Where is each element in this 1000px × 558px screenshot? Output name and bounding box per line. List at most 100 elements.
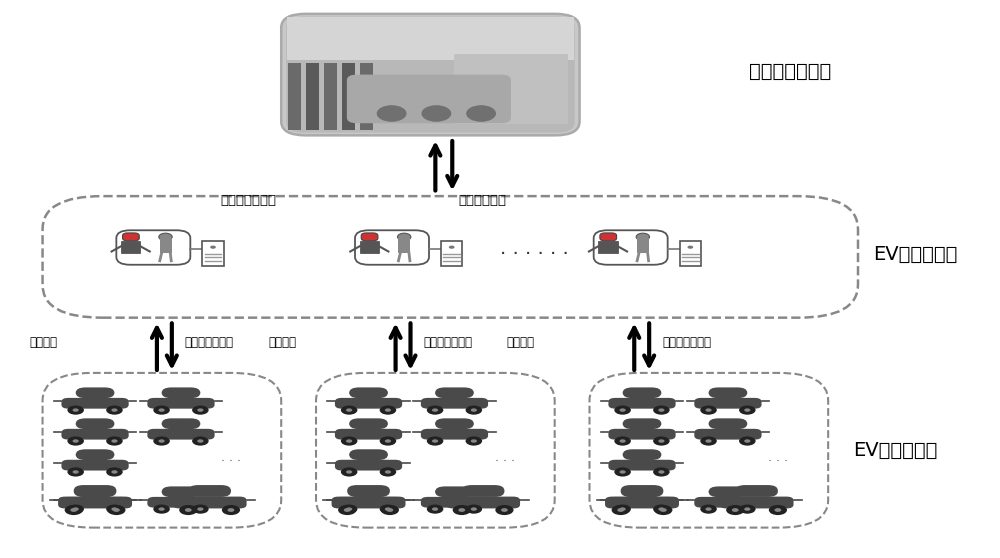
Circle shape: [70, 508, 77, 512]
Circle shape: [67, 468, 84, 477]
Circle shape: [346, 439, 352, 442]
Circle shape: [158, 439, 165, 442]
FancyBboxPatch shape: [600, 233, 617, 241]
Circle shape: [158, 408, 165, 412]
FancyBboxPatch shape: [162, 487, 200, 497]
Text: 队列充放电计划: 队列充放电计划: [423, 336, 472, 349]
Circle shape: [210, 246, 216, 249]
Text: · · ·: · · ·: [768, 455, 788, 468]
Circle shape: [700, 436, 717, 446]
Bar: [637, 238, 649, 253]
Circle shape: [614, 468, 631, 477]
Circle shape: [106, 436, 123, 446]
FancyBboxPatch shape: [281, 14, 580, 136]
Text: 充电需求: 充电需求: [507, 336, 535, 349]
Circle shape: [453, 505, 471, 515]
Text: · · ·: · · ·: [495, 455, 515, 468]
FancyBboxPatch shape: [188, 485, 231, 497]
Circle shape: [197, 408, 203, 412]
FancyBboxPatch shape: [349, 387, 388, 398]
FancyBboxPatch shape: [61, 429, 129, 440]
Circle shape: [620, 470, 626, 474]
Circle shape: [774, 508, 781, 512]
Circle shape: [386, 508, 393, 512]
Circle shape: [466, 436, 482, 446]
FancyBboxPatch shape: [421, 398, 488, 408]
Circle shape: [653, 436, 670, 446]
Circle shape: [192, 504, 209, 514]
Circle shape: [153, 406, 170, 415]
FancyBboxPatch shape: [332, 497, 406, 508]
Circle shape: [106, 504, 123, 514]
Circle shape: [197, 507, 203, 511]
FancyBboxPatch shape: [594, 230, 668, 264]
Circle shape: [501, 508, 508, 512]
Circle shape: [471, 439, 477, 442]
FancyBboxPatch shape: [421, 497, 488, 508]
Circle shape: [614, 504, 631, 514]
Bar: [680, 241, 701, 266]
Circle shape: [458, 508, 465, 512]
Circle shape: [73, 507, 79, 511]
Circle shape: [620, 439, 626, 442]
Circle shape: [67, 504, 84, 514]
Circle shape: [658, 470, 665, 474]
Circle shape: [185, 508, 192, 512]
Text: 安全校核约束: 安全校核约束: [458, 194, 506, 207]
Circle shape: [449, 246, 455, 249]
FancyBboxPatch shape: [335, 460, 402, 470]
Circle shape: [341, 406, 357, 415]
FancyBboxPatch shape: [446, 497, 520, 508]
FancyBboxPatch shape: [76, 449, 114, 460]
FancyBboxPatch shape: [349, 449, 388, 460]
Circle shape: [179, 505, 197, 515]
Text: · · ·: · · ·: [221, 455, 241, 468]
Circle shape: [421, 105, 451, 122]
FancyBboxPatch shape: [608, 398, 676, 408]
Circle shape: [65, 505, 83, 515]
FancyBboxPatch shape: [286, 17, 575, 133]
Circle shape: [705, 408, 712, 412]
Circle shape: [341, 468, 357, 477]
FancyBboxPatch shape: [608, 497, 676, 508]
Circle shape: [687, 246, 693, 249]
FancyBboxPatch shape: [462, 485, 504, 497]
Circle shape: [700, 504, 717, 514]
Circle shape: [705, 439, 712, 442]
Circle shape: [197, 439, 203, 442]
FancyBboxPatch shape: [720, 497, 794, 508]
Text: EV充放电队列: EV充放电队列: [853, 441, 937, 460]
FancyBboxPatch shape: [58, 497, 132, 508]
Circle shape: [380, 504, 396, 514]
FancyBboxPatch shape: [147, 429, 215, 440]
Circle shape: [612, 505, 630, 515]
Circle shape: [385, 408, 391, 412]
FancyBboxPatch shape: [147, 398, 215, 408]
FancyBboxPatch shape: [162, 418, 200, 429]
Circle shape: [338, 505, 356, 515]
FancyBboxPatch shape: [623, 418, 661, 429]
Bar: [202, 241, 224, 266]
Circle shape: [106, 468, 123, 477]
Circle shape: [432, 439, 438, 442]
Circle shape: [385, 470, 391, 474]
FancyBboxPatch shape: [694, 497, 762, 508]
Circle shape: [106, 406, 123, 415]
FancyBboxPatch shape: [61, 398, 129, 408]
Circle shape: [653, 406, 670, 415]
FancyBboxPatch shape: [61, 460, 129, 470]
Circle shape: [385, 507, 391, 511]
FancyBboxPatch shape: [623, 387, 661, 398]
FancyBboxPatch shape: [355, 230, 429, 264]
Circle shape: [153, 504, 170, 514]
Circle shape: [495, 505, 514, 515]
FancyBboxPatch shape: [608, 429, 676, 440]
Circle shape: [380, 436, 396, 446]
Circle shape: [228, 508, 234, 512]
FancyBboxPatch shape: [709, 418, 747, 429]
Circle shape: [617, 508, 624, 512]
FancyBboxPatch shape: [147, 497, 215, 508]
FancyBboxPatch shape: [116, 230, 190, 264]
Circle shape: [377, 105, 407, 122]
Circle shape: [159, 233, 172, 240]
